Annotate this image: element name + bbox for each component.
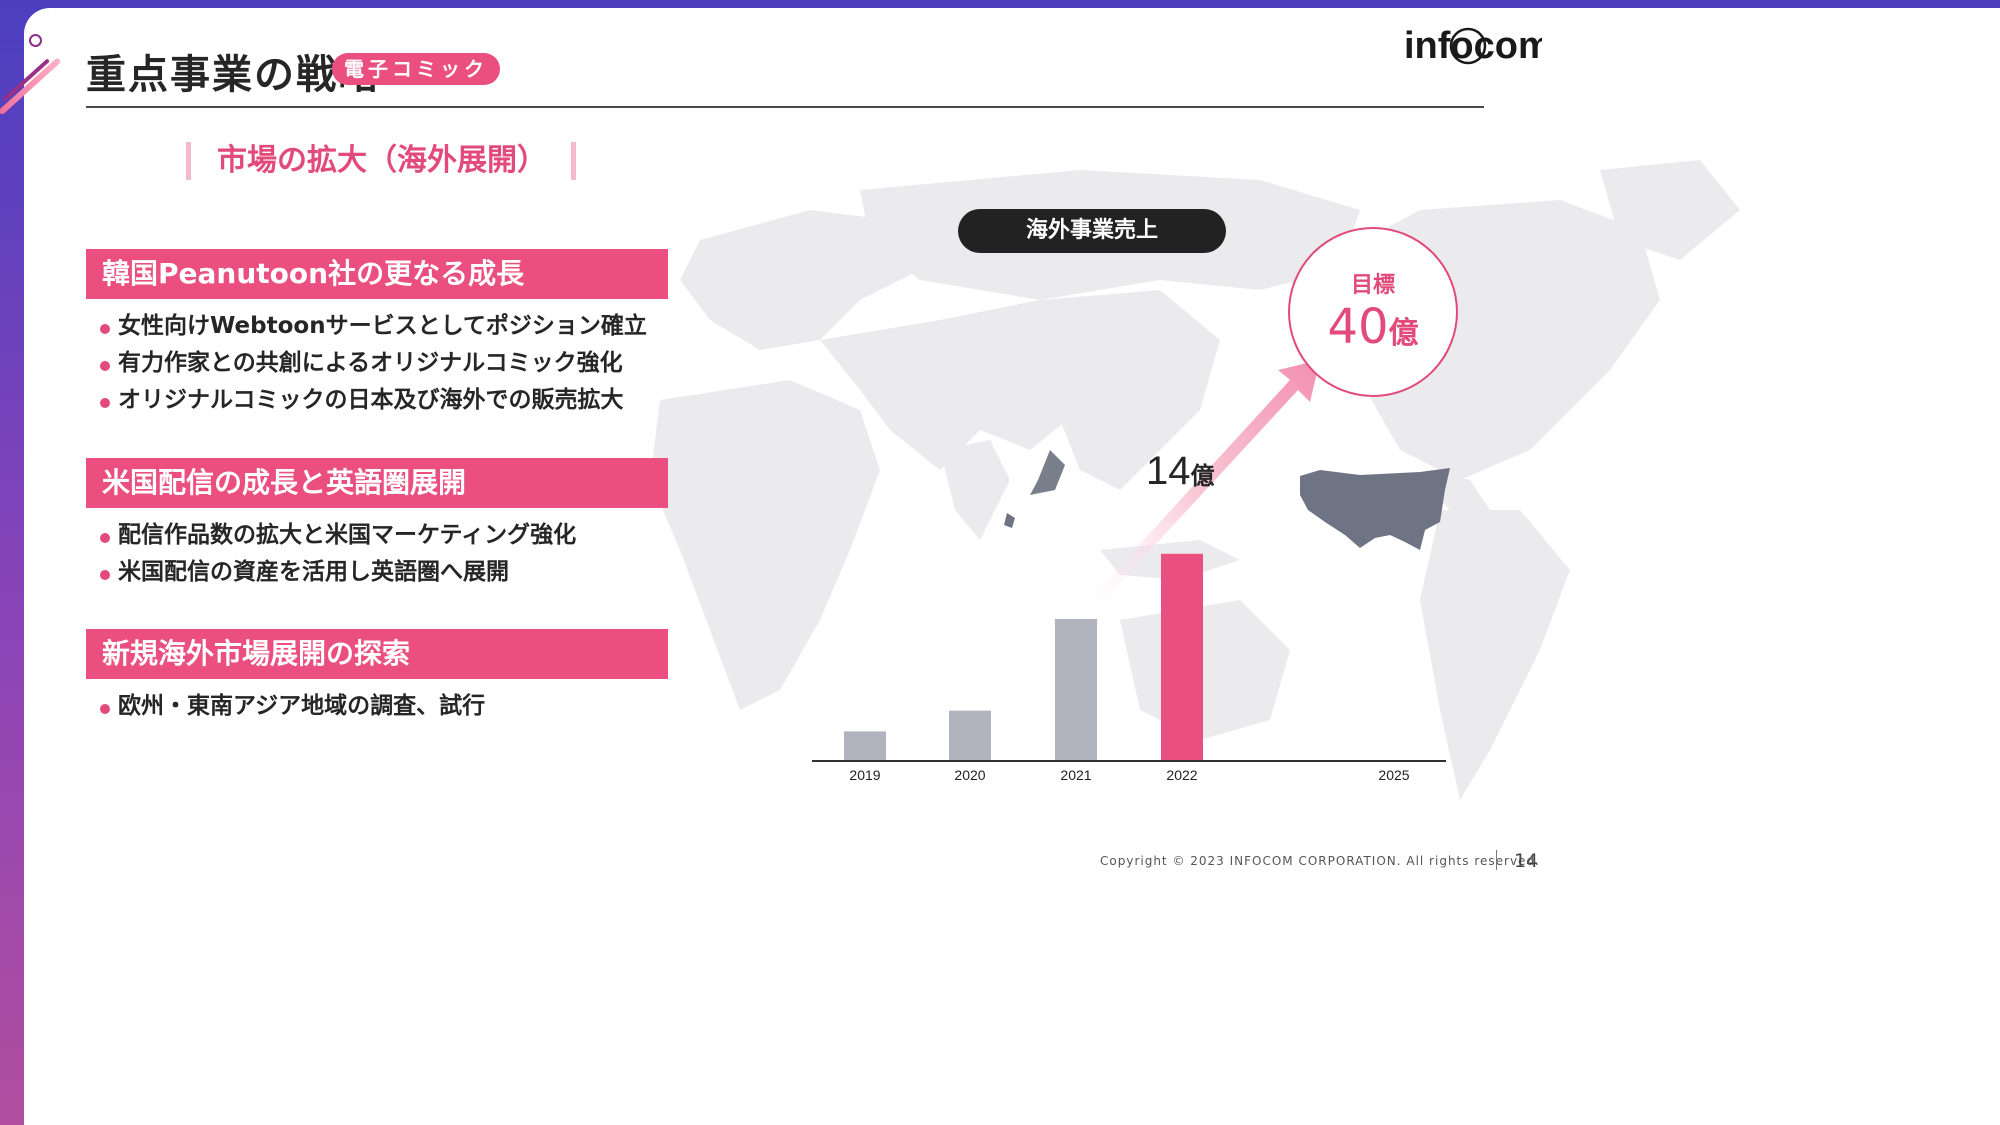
chart-title: 海外事業売上	[958, 209, 1226, 253]
growth-arrow	[1075, 360, 1320, 623]
bar-2020	[949, 710, 991, 761]
bullet-dot-icon	[100, 361, 110, 371]
title-divider	[86, 106, 1484, 108]
copyright: Copyright © 2023 INFOCOM CORPORATION. Al…	[1100, 854, 1540, 868]
target-number: 40	[1327, 299, 1389, 355]
bullet-item: オリジナルコミックの日本及び海外での販売拡大	[100, 382, 647, 419]
bullet-item: 女性向けWebtoonサービスとしてポジション確立	[100, 308, 647, 345]
x-tick-label-2022: 2022	[1166, 767, 1197, 783]
block-heading-peanutoon: 韓国Peanutoon社の更なる成長	[86, 249, 668, 299]
target-circle: 目標 40億	[1288, 227, 1458, 397]
section-heading: 市場の拡大（海外展開）	[186, 142, 576, 180]
decorative-circle	[29, 34, 42, 47]
page-title: 重点事業の戦略	[86, 52, 380, 98]
bullet-item: 米国配信の資産を活用し英語圏へ展開	[100, 554, 576, 591]
target-unit: 億	[1388, 316, 1419, 351]
x-tick-label-2019: 2019	[849, 767, 880, 783]
bar-2022	[1161, 553, 1203, 761]
page-number: 14	[1514, 850, 1539, 872]
bullet-dot-icon	[100, 533, 110, 543]
bar-2021	[1055, 618, 1097, 761]
data-label-2022-unit: 億	[1191, 462, 1215, 490]
target-value: 40億	[1290, 299, 1456, 355]
bullet-dot-icon	[100, 398, 110, 408]
bullet-item: 配信作品数の拡大と米国マーケティング強化	[100, 517, 576, 554]
x-tick-label-2025: 2025	[1378, 767, 1409, 783]
category-badge: 電子コミック	[332, 53, 500, 85]
data-label-2022: 14億	[1146, 449, 1215, 493]
bullet-item: 有力作家との共創によるオリジナルコミック強化	[100, 345, 647, 382]
bar-2019	[844, 731, 886, 761]
block-bullets-us: 配信作品数の拡大と米国マーケティング強化 米国配信の資産を活用し英語圏へ展開	[100, 517, 576, 591]
x-tick-label-2021: 2021	[1060, 767, 1091, 783]
bullet-dot-icon	[100, 324, 110, 334]
infocom-logo: infocom	[1404, 25, 1542, 67]
footer-divider	[1496, 850, 1497, 870]
block-bullets-new-markets: 欧州・東南アジア地域の調査、試行	[100, 688, 485, 725]
usa-highlight	[1300, 468, 1450, 550]
logo-wordmark: infocom	[1404, 25, 1542, 67]
block-heading-new-markets: 新規海外市場展開の探索	[86, 629, 668, 679]
data-label-2022-value: 14	[1146, 449, 1191, 493]
target-label: 目標	[1350, 273, 1395, 298]
bullet-dot-icon	[100, 570, 110, 580]
bullet-item: 欧州・東南アジア地域の調査、試行	[100, 688, 485, 725]
block-heading-us: 米国配信の成長と英語圏展開	[86, 458, 668, 508]
block-bullets-peanutoon: 女性向けWebtoonサービスとしてポジション確立 有力作家との共創によるオリジ…	[100, 308, 647, 419]
x-tick-label-2020: 2020	[954, 767, 985, 783]
bullet-dot-icon	[100, 704, 110, 714]
